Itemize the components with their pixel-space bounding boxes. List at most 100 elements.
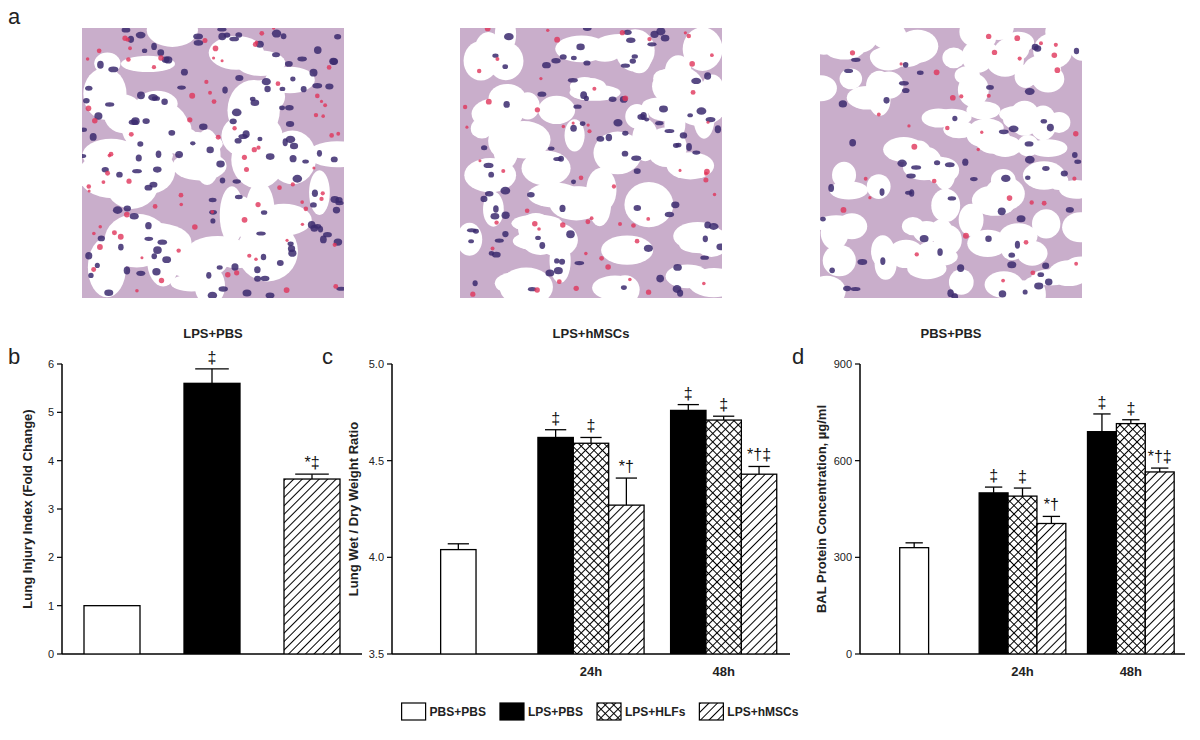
nucleus [715, 125, 721, 133]
nucleus [108, 67, 118, 73]
error-cap [748, 466, 769, 467]
nucleus [1015, 241, 1020, 249]
nucleus [554, 267, 563, 274]
red-cell [647, 37, 651, 41]
red-cell [256, 146, 260, 150]
nucleus [297, 57, 307, 62]
y-tick-label: 4 [48, 455, 54, 467]
tissue-background [460, 28, 722, 298]
nucleus [232, 109, 242, 117]
red-cell [900, 62, 903, 65]
nucleus [136, 32, 146, 39]
nucleus [897, 160, 906, 167]
significance-label: ‡ [719, 396, 728, 413]
legend-item: PBS+PBS [402, 703, 486, 720]
alveolus [918, 242, 942, 258]
nucleus [1042, 263, 1049, 269]
nucleus [209, 198, 217, 202]
red-cell [202, 38, 207, 43]
alveolus [460, 223, 482, 256]
red-cell [244, 167, 249, 172]
red-cell [122, 36, 127, 41]
nucleus [130, 213, 139, 220]
bar [706, 420, 741, 654]
bar-chart: Lung Injury Index (Fold Change)0123456‡*… [20, 349, 362, 660]
nucleus [692, 151, 700, 155]
bar [900, 548, 929, 654]
alveolus [942, 47, 965, 68]
nucleus [325, 84, 333, 90]
alveolus [673, 222, 722, 250]
red-cell [579, 176, 584, 181]
nucleus [233, 179, 241, 183]
nucleus [317, 150, 322, 157]
alveolus [121, 56, 175, 72]
error-bar [678, 405, 699, 411]
red-cell [574, 286, 579, 291]
nucleus [851, 58, 860, 62]
nucleus [1061, 171, 1068, 177]
nucleus [504, 33, 514, 40]
alveolus [565, 119, 585, 151]
red-cell [176, 248, 180, 252]
alveolus [666, 264, 710, 288]
nucleus [502, 64, 508, 69]
alveolus [610, 275, 639, 298]
nucleus [468, 239, 474, 243]
y-tick [387, 460, 392, 461]
nucleus [828, 184, 834, 192]
red-cell [605, 264, 611, 270]
error-cap [580, 437, 601, 438]
y-tick [57, 460, 62, 461]
error-cap [616, 477, 637, 478]
nucleus [696, 107, 706, 114]
red-cell [631, 223, 636, 228]
nucleus [545, 269, 554, 276]
nucleus [880, 257, 885, 265]
nucleus [208, 292, 217, 298]
nucleus [687, 113, 693, 117]
red-cell [532, 221, 538, 227]
red-cell [255, 202, 260, 207]
page: {"panel_labels": ["a", "b", "c", "d"], "… [0, 0, 1200, 740]
significance-label: ‡ [1097, 394, 1106, 411]
nucleus [310, 69, 318, 77]
alveolus [309, 170, 330, 215]
red-cell [599, 256, 604, 261]
error-cap [906, 542, 923, 543]
nucleus [82, 127, 87, 131]
nucleus [606, 134, 612, 141]
nucleus [1074, 48, 1079, 54]
error-line [555, 430, 556, 438]
nucleus [132, 169, 142, 173]
nucleus [308, 221, 316, 229]
alveolus [601, 235, 653, 264]
red-cell [710, 53, 714, 57]
red-cell [635, 239, 640, 244]
y-tick [387, 557, 392, 558]
nucleus [314, 46, 322, 54]
nucleus [527, 192, 535, 197]
nucleus [264, 86, 270, 93]
nucleus [235, 75, 243, 81]
red-cell [108, 154, 112, 158]
nucleus [293, 175, 303, 183]
bar-chart: BAL Protein Concentration, µg/ml03006009… [814, 358, 1185, 679]
panel-label: d [792, 344, 804, 369]
red-cell [864, 177, 868, 181]
nucleus [251, 100, 260, 106]
nucleus [917, 70, 924, 74]
nucleus [136, 154, 142, 161]
nucleus [902, 88, 910, 93]
nucleus [621, 64, 630, 68]
red-cell [87, 184, 92, 189]
nucleus [580, 121, 586, 126]
significance-label: ‡ [1018, 468, 1027, 485]
red-cell [1039, 41, 1043, 45]
histology-image [460, 28, 722, 298]
error-line [311, 474, 312, 479]
nucleus [261, 276, 270, 281]
red-cell [470, 292, 475, 297]
error-cap [1093, 413, 1110, 414]
nucleus [231, 263, 238, 271]
